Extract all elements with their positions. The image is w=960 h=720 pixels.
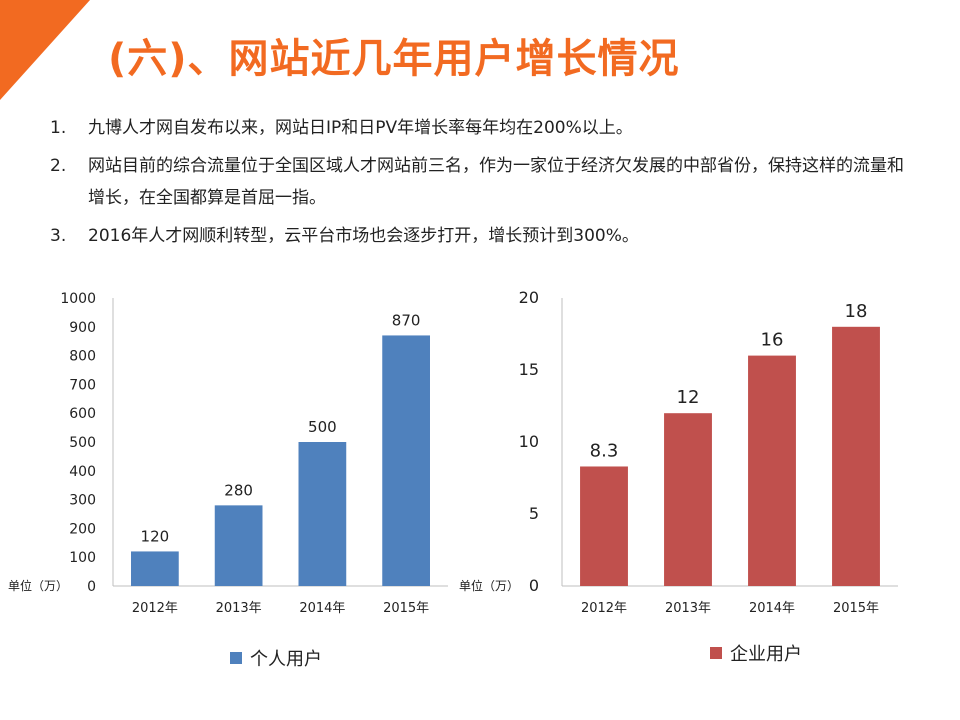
legend-personal: 个人用户: [230, 645, 322, 671]
unit-label: 单位（万）: [459, 578, 519, 593]
enterprise-users-chart-svg: 0 5 10 15 20 单位（万） 8.3 2012年 12 2013年 16 2014年 18 201…: [459, 288, 898, 616]
y-tick-label: 900: [69, 320, 96, 336]
y-tick-label: 700: [69, 377, 96, 393]
list-item-text: 网站目前的综合流量位于全国区域人才网站前三名，作为一家位于经济欠发展的中部省份，…: [88, 156, 904, 208]
bullet-list: 1. 九博人才网自发布以来，网站日IP和日PV年增长率每年均在200%以上。 2…: [50, 112, 920, 258]
data-label: 500: [308, 418, 337, 436]
y-tick-label: 1000: [60, 291, 96, 307]
bar: [214, 505, 263, 586]
page-title: (六)、网站近几年用户增长情况: [108, 36, 680, 82]
list-item: 1. 九博人才网自发布以来，网站日IP和日PV年增长率每年均在200%以上。: [50, 112, 920, 144]
list-item-number: 3.: [50, 226, 67, 246]
y-tick-label: 100: [69, 550, 96, 566]
x-tick-label: 2012年: [581, 601, 627, 616]
bar: [580, 466, 628, 586]
y-tick-label: 0: [529, 576, 539, 595]
enterprise-users-chart: 0 5 10 15 20 单位（万） 8.3 2012年 12 2013年 16 2014年 18 201…: [455, 280, 925, 680]
y-tick-label: 200: [69, 521, 96, 537]
list-item-text: 九博人才网自发布以来，网站日IP和日PV年增长率每年均在200%以上。: [88, 118, 633, 138]
data-label: 12: [677, 387, 700, 408]
list-item-number: 1.: [50, 118, 67, 138]
data-label: 8.3: [590, 440, 619, 461]
y-tick-label: 500: [69, 435, 96, 451]
list-item-text: 2016年人才网顺利转型，云平台市场也会逐步打开，增长预计到300%。: [88, 226, 639, 246]
bar: [382, 335, 430, 586]
x-tick-label: 2014年: [749, 601, 795, 616]
bar: [748, 355, 796, 586]
list-item: 3. 2016年人才网顺利转型，云平台市场也会逐步打开，增长预计到300%。: [50, 220, 920, 252]
personal-users-chart-svg: 0 100 200 300 400 500 600 700 800 900 1000 单位（万） 120…: [8, 291, 448, 616]
x-tick-label: 2015年: [383, 601, 429, 616]
bar: [298, 442, 347, 586]
list-item: 2. 网站目前的综合流量位于全国区域人才网站前三名，作为一家位于经济欠发展的中部…: [50, 150, 920, 214]
corner-accent: [0, 0, 90, 100]
data-label: 280: [224, 481, 253, 499]
bar: [832, 326, 880, 586]
legend-enterprise: 企业用户: [710, 640, 802, 666]
x-tick-label: 2014年: [299, 601, 345, 616]
y-tick-label: 0: [87, 579, 96, 595]
data-label: 120: [141, 527, 170, 545]
legend-swatch: [710, 647, 722, 659]
bar: [664, 413, 712, 586]
y-tick-label: 300: [69, 493, 96, 509]
personal-users-chart: 0 100 200 300 400 500 600 700 800 900 1000 单位（万） 120…: [0, 280, 470, 680]
x-tick-label: 2015年: [833, 601, 879, 616]
unit-label: 单位（万）: [8, 578, 68, 593]
x-tick-label: 2013年: [665, 601, 711, 616]
y-tick-label: 400: [69, 464, 96, 480]
y-tick-label: 600: [69, 406, 96, 422]
x-tick-label: 2012年: [132, 601, 178, 616]
y-tick-label: 20: [519, 288, 539, 307]
legend-label: 个人用户: [250, 649, 322, 670]
x-tick-label: 2013年: [216, 601, 262, 616]
y-tick-label: 800: [69, 349, 96, 365]
legend-label: 企业用户: [730, 644, 802, 665]
data-label: 870: [392, 311, 421, 329]
data-label: 16: [761, 330, 784, 351]
list-item-number: 2.: [50, 156, 67, 176]
data-label: 18: [845, 301, 868, 322]
legend-swatch: [230, 652, 242, 664]
bar: [131, 551, 179, 586]
y-tick-label: 15: [519, 360, 539, 379]
y-tick-label: 10: [519, 432, 539, 451]
y-tick-label: 5: [529, 504, 539, 523]
